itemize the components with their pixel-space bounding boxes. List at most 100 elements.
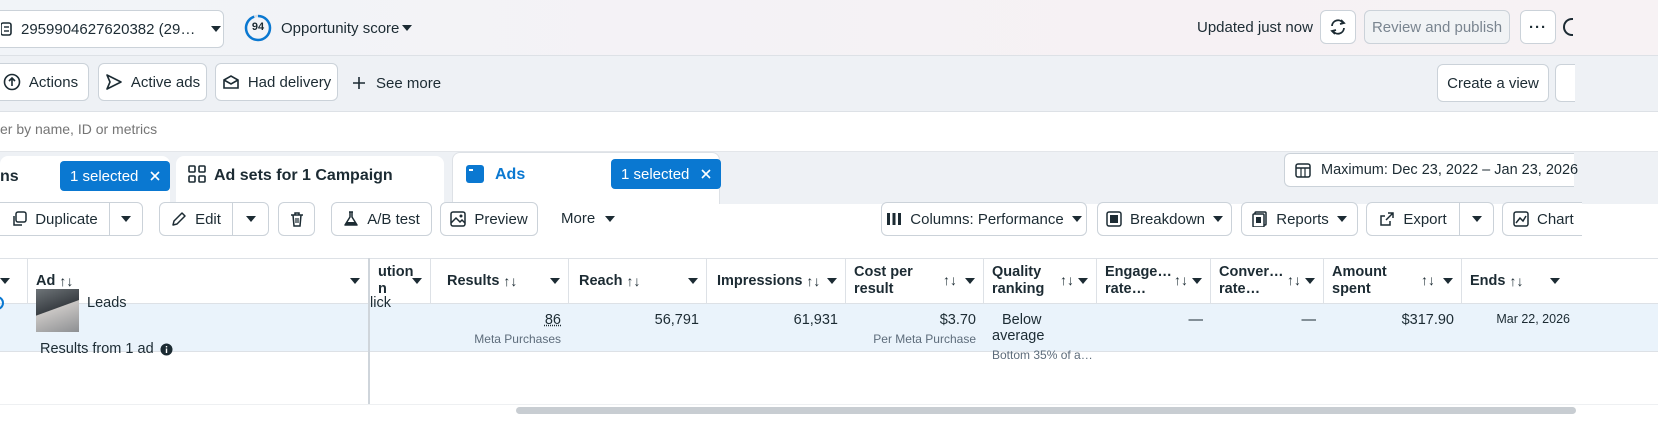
breakdown-label: Breakdown bbox=[1129, 210, 1206, 228]
campaigns-selected-chip[interactable]: 1 selected bbox=[60, 161, 171, 191]
duplicate-button[interactable]: Duplicate bbox=[0, 202, 110, 236]
column-ad[interactable]: Ad ↑↓ bbox=[28, 258, 370, 304]
chevron-down-icon[interactable] bbox=[965, 278, 975, 284]
chevron-down-icon bbox=[1336, 216, 1347, 222]
sort-icon[interactable]: ↑↓ bbox=[806, 273, 821, 289]
active-ads-filter[interactable]: Active ads bbox=[98, 63, 207, 101]
account-selector[interactable]: 2959904627620382 (29… bbox=[0, 10, 224, 48]
chevron-down-icon[interactable] bbox=[1192, 278, 1202, 284]
horizontal-scrollbar[interactable] bbox=[516, 407, 1576, 414]
column-attribution[interactable]: ution n bbox=[370, 258, 431, 304]
chevron-down-icon[interactable] bbox=[550, 278, 560, 284]
reach-cell: 56,791 bbox=[569, 304, 707, 352]
column-amount-spent[interactable]: Amount spent ↑↓ bbox=[1324, 258, 1462, 304]
grid-icon bbox=[188, 165, 206, 183]
sort-icon[interactable]: ↑↓ bbox=[1287, 272, 1301, 288]
export-button[interactable]: Export bbox=[1366, 202, 1460, 236]
column-amount-label: Amount bbox=[1332, 264, 1387, 280]
column-attribution-label-2: n bbox=[378, 281, 387, 297]
active-ads-label: Active ads bbox=[130, 73, 201, 91]
chevron-down-icon[interactable] bbox=[688, 278, 698, 284]
chevron-down-icon[interactable] bbox=[402, 25, 412, 31]
ad-thumbnail[interactable] bbox=[36, 289, 79, 332]
column-cost-per-result[interactable]: Cost per result ↑↓ bbox=[846, 258, 984, 304]
charts-button[interactable]: Chart bbox=[1502, 202, 1582, 236]
export-dropdown[interactable] bbox=[1459, 202, 1494, 236]
see-more-button[interactable]: See more bbox=[352, 72, 441, 94]
edit-button[interactable]: Edit bbox=[159, 202, 233, 236]
quality-ranking-cell: Below average Bottom 35% of a… bbox=[984, 304, 1097, 362]
sort-icon[interactable]: ↑↓ bbox=[1509, 273, 1524, 289]
column-ends[interactable]: Ends ↑↓ bbox=[1462, 258, 1574, 304]
search-input[interactable] bbox=[0, 116, 700, 142]
sort-icon[interactable]: ↑↓ bbox=[626, 273, 641, 289]
chevron-down-icon[interactable] bbox=[1550, 278, 1560, 284]
charts-label: Chart bbox=[1537, 210, 1574, 228]
sort-icon[interactable]: ↑↓ bbox=[1060, 272, 1074, 288]
chevron-down-icon[interactable] bbox=[1078, 278, 1088, 284]
tab-ad-sets[interactable]: Ad sets for 1 Campaign bbox=[176, 156, 444, 204]
reports-button[interactable]: Reports bbox=[1241, 202, 1358, 236]
create-view-button[interactable]: Create a view bbox=[1437, 64, 1549, 102]
info-icon[interactable] bbox=[160, 343, 173, 356]
review-publish-button[interactable]: Review and publish bbox=[1364, 10, 1510, 44]
actions-filter[interactable]: Actions bbox=[0, 63, 89, 101]
ad-name[interactable]: Leads bbox=[87, 295, 127, 311]
sort-icon[interactable]: ↑↓ bbox=[1174, 272, 1188, 288]
sort-icon[interactable]: ↑↓ bbox=[59, 273, 74, 289]
preview-button[interactable]: Preview bbox=[440, 202, 538, 236]
opportunity-score-gauge[interactable]: 94 bbox=[244, 14, 272, 42]
columns-button[interactable]: Columns: Performance bbox=[881, 202, 1087, 236]
partial-button[interactable] bbox=[1555, 64, 1575, 102]
duplicate-dropdown[interactable] bbox=[109, 202, 143, 236]
date-range-picker[interactable]: Maximum: Dec 23, 2022 – Jan 23, 2026 bbox=[1284, 153, 1578, 187]
edit-dropdown[interactable] bbox=[232, 202, 269, 236]
ab-test-button[interactable]: A/B test bbox=[331, 202, 432, 236]
preview-label: Preview bbox=[474, 210, 528, 228]
column-conversion-rate[interactable]: Conver… rate… ↑↓ bbox=[1211, 258, 1324, 304]
amount-spent-cell: $317.90 bbox=[1324, 304, 1462, 352]
chevron-down-icon[interactable] bbox=[827, 278, 837, 284]
column-engagement-rate[interactable]: Engage… rate… ↑↓ bbox=[1097, 258, 1211, 304]
chevron-down-icon[interactable] bbox=[412, 278, 422, 284]
close-icon[interactable] bbox=[150, 171, 160, 181]
opportunity-score-label[interactable]: Opportunity score bbox=[281, 20, 400, 37]
account-label: 2959904627620382 (29… bbox=[21, 20, 196, 38]
column-quality-ranking[interactable]: Quality ranking ↑↓ bbox=[984, 258, 1097, 304]
more-button[interactable]: More bbox=[561, 210, 616, 227]
results-value[interactable]: 86 bbox=[544, 312, 561, 328]
table-row[interactable] bbox=[0, 304, 1658, 352]
delete-button[interactable] bbox=[278, 202, 315, 236]
close-icon[interactable] bbox=[701, 169, 711, 179]
sort-icon[interactable]: ↑↓ bbox=[943, 272, 957, 288]
reports-label: Reports bbox=[1276, 210, 1329, 228]
conversion-rate-cell: — bbox=[1211, 304, 1324, 352]
select-all-column[interactable] bbox=[0, 258, 28, 304]
column-reach[interactable]: Reach ↑↓ bbox=[569, 258, 707, 304]
column-impressions[interactable]: Impressions ↑↓ bbox=[707, 258, 846, 304]
ads-selected-chip[interactable]: 1 selected bbox=[611, 159, 722, 189]
column-reach-label: Reach bbox=[579, 273, 623, 289]
column-engage-label: Engage… bbox=[1105, 264, 1172, 280]
breakdown-icon bbox=[1106, 211, 1122, 227]
column-conver-label-2: rate… bbox=[1219, 281, 1261, 297]
sort-icon[interactable]: ↑↓ bbox=[503, 273, 518, 289]
column-quality-label-2: ranking bbox=[992, 281, 1045, 297]
chevron-down-icon[interactable] bbox=[1305, 278, 1315, 284]
summary-label: Results from 1 ad bbox=[40, 341, 154, 357]
chevron-down-icon[interactable] bbox=[1443, 278, 1453, 284]
ad-window-icon bbox=[465, 164, 485, 184]
quality-value: Below average bbox=[992, 312, 1045, 344]
refresh-button[interactable] bbox=[1320, 10, 1356, 44]
line-chart-icon bbox=[1513, 211, 1529, 227]
had-delivery-filter[interactable]: Had delivery bbox=[215, 63, 338, 101]
more-options-button[interactable]: ··· bbox=[1520, 10, 1556, 44]
account-icon bbox=[1, 22, 13, 36]
chevron-down-icon bbox=[245, 216, 256, 222]
date-range-label: Maximum: Dec 23, 2022 – Jan 23, 2026 bbox=[1321, 162, 1579, 178]
breakdown-button[interactable]: Breakdown bbox=[1097, 202, 1232, 236]
sort-icon[interactable]: ↑↓ bbox=[1421, 272, 1435, 288]
chevron-down-icon bbox=[211, 26, 222, 32]
column-results[interactable]: Results ↑↓ bbox=[431, 258, 569, 304]
chevron-down-icon[interactable] bbox=[350, 278, 360, 284]
